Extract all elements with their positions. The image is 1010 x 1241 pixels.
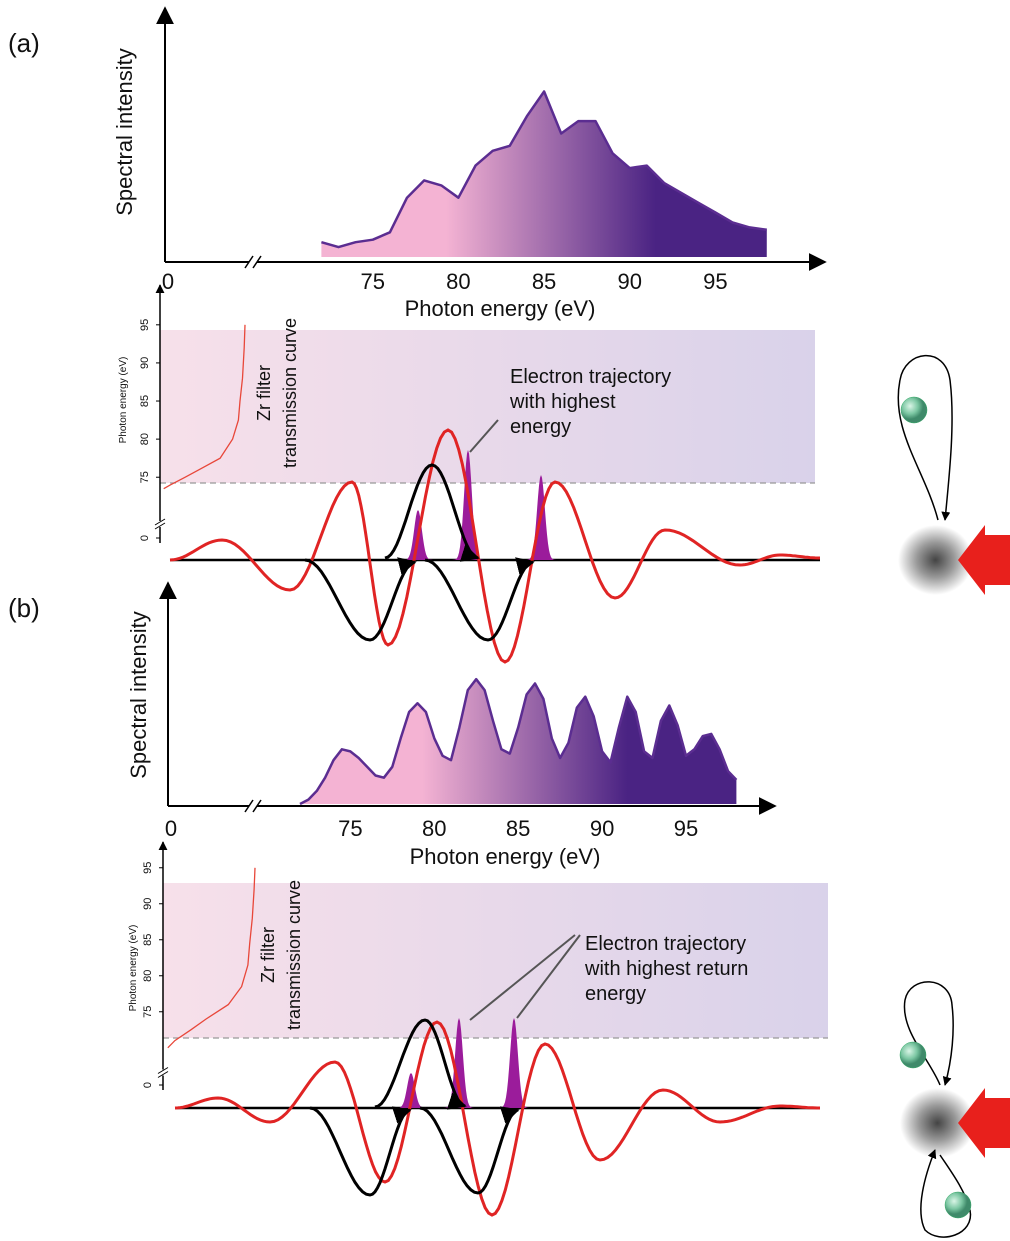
axis-break <box>154 518 166 526</box>
annotation: transmission curve <box>280 318 300 468</box>
y-tick-label: 95 <box>142 862 154 874</box>
axis-break-gap <box>158 1069 168 1076</box>
annotation: transmission curve <box>284 880 304 1030</box>
callout-text: with highest return <box>584 958 748 980</box>
callout-text: energy <box>510 416 571 438</box>
trajectory <box>374 1018 467 1110</box>
x-tick-label: 80 <box>446 269 470 294</box>
x-axis-label: Photon energy (eV) <box>410 844 601 869</box>
x-tick-label: 85 <box>532 269 556 294</box>
y-tick-label: 0 <box>142 1082 154 1088</box>
y-tick-label: 75 <box>139 471 151 483</box>
x-tick-label: 75 <box>361 269 385 294</box>
panel-label: (b) <box>8 593 40 623</box>
x-tick-label: 0 <box>162 269 174 294</box>
transmission-band <box>160 330 815 483</box>
panel-label: (a) <box>8 28 40 58</box>
x-axis-label: Photon energy (eV) <box>405 296 596 321</box>
spectrum-area <box>299 679 737 804</box>
y-tick-label: 90 <box>142 898 154 910</box>
x-tick-label: 0 <box>165 816 177 841</box>
harmonic-burst <box>496 1018 532 1108</box>
axis-break-gap <box>249 800 257 812</box>
trajectory <box>309 1106 412 1197</box>
spectrum-line <box>321 90 767 249</box>
y-tick-label: 90 <box>139 357 151 369</box>
x-tick-label: 90 <box>590 816 614 841</box>
axis-break <box>244 799 254 813</box>
trajectory <box>384 463 480 562</box>
y-tick-label: 80 <box>139 433 151 445</box>
spectrum-line <box>299 677 738 806</box>
x-tick-label: 95 <box>703 269 727 294</box>
transmission-curve <box>167 867 256 1049</box>
y-tick-label: 0 <box>139 535 151 541</box>
laser-field <box>174 1020 820 1217</box>
axis-break <box>157 1067 169 1074</box>
trajectory <box>419 1106 520 1195</box>
y-tick-label: 80 <box>142 970 154 982</box>
transmission-band <box>163 883 828 1038</box>
y-tick-label: 95 <box>139 319 151 331</box>
axis-break <box>157 1071 169 1078</box>
axis-break <box>244 255 254 269</box>
y-axis-label: Spectral intensity <box>112 48 137 216</box>
axis-break <box>154 522 166 530</box>
atom-diagram-a <box>897 354 1010 595</box>
x-tick-label: 95 <box>674 816 698 841</box>
y-axis-label: Photon energy (eV) <box>128 925 139 1012</box>
annotation: Zr filter <box>258 927 278 983</box>
callout-text: with highest <box>509 391 616 413</box>
x-tick-label: 80 <box>422 816 446 841</box>
axis-break <box>252 255 262 269</box>
harmonic-burst <box>441 1018 477 1108</box>
y-axis-label: Spectral intensity <box>126 611 151 779</box>
laser-field <box>169 428 820 664</box>
x-tick-label: 75 <box>338 816 362 841</box>
callout-text: energy <box>585 983 646 1005</box>
trajectory <box>304 557 417 642</box>
transmission-curve <box>163 324 246 490</box>
spectrum-area <box>321 91 767 257</box>
y-tick-label: 85 <box>142 934 154 946</box>
y-tick-label: 75 <box>142 1006 154 1018</box>
harmonic-burst <box>393 1073 429 1108</box>
y-tick-label: 85 <box>139 395 151 407</box>
callout-text: Electron trajectory <box>585 933 746 955</box>
annotation: Zr filter <box>254 365 274 421</box>
axis-break-gap <box>155 521 165 527</box>
trajectory <box>424 557 535 642</box>
callout-pointer <box>469 934 576 1021</box>
callout-text: Electron trajectory <box>510 366 671 388</box>
callout-pointer <box>516 934 581 1019</box>
axis-break <box>252 799 262 813</box>
callout-pointer <box>469 419 499 453</box>
x-tick-label: 85 <box>506 816 530 841</box>
harmonic-burst <box>450 450 486 560</box>
axis-break-gap <box>249 256 257 268</box>
atom-diagram-b <box>899 981 1010 1238</box>
x-tick-label: 90 <box>617 269 641 294</box>
y-axis-label: Photon energy (eV) <box>118 357 129 444</box>
